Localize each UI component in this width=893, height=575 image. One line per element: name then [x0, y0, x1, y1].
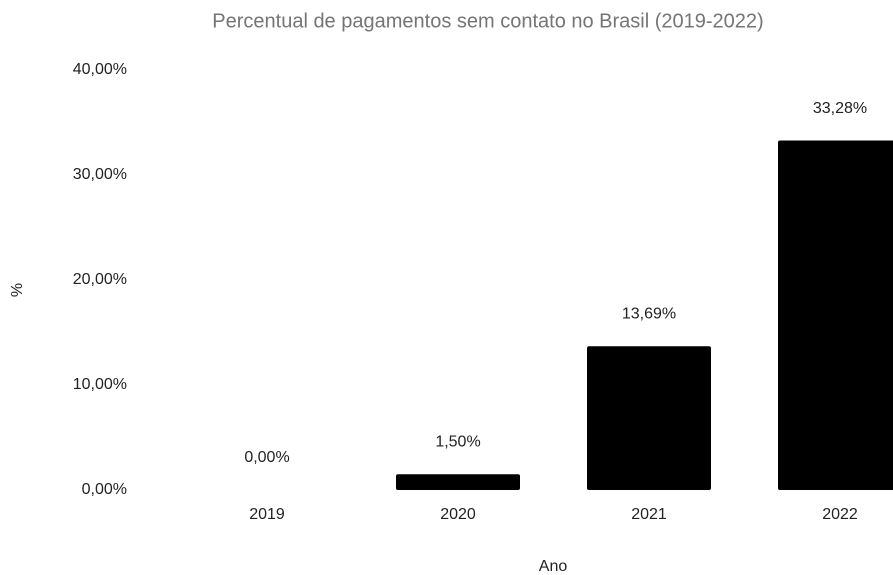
x-axis-label: Ano — [539, 558, 568, 575]
chart-title: Percentual de pagamentos sem contato no … — [212, 10, 763, 32]
y-tick-label: 30,00% — [73, 166, 127, 183]
bar — [778, 140, 893, 490]
data-label: 1,50% — [435, 433, 480, 450]
x-tick-label: 2020 — [440, 506, 476, 523]
x-tick-label: 2021 — [631, 506, 667, 523]
bar — [587, 346, 711, 490]
x-tick-label: 2022 — [822, 506, 858, 523]
y-axis-label: % — [9, 283, 26, 297]
bar — [396, 474, 520, 490]
y-tick-label: 40,00% — [73, 61, 127, 78]
y-tick-label: 20,00% — [73, 271, 127, 288]
data-label: 13,69% — [622, 305, 676, 322]
data-label: 33,28% — [813, 100, 867, 117]
data-label: 0,00% — [244, 449, 289, 466]
y-tick-label: 10,00% — [73, 376, 127, 393]
x-tick-label: 2019 — [249, 506, 285, 523]
y-tick-label: 0,00% — [82, 481, 127, 498]
